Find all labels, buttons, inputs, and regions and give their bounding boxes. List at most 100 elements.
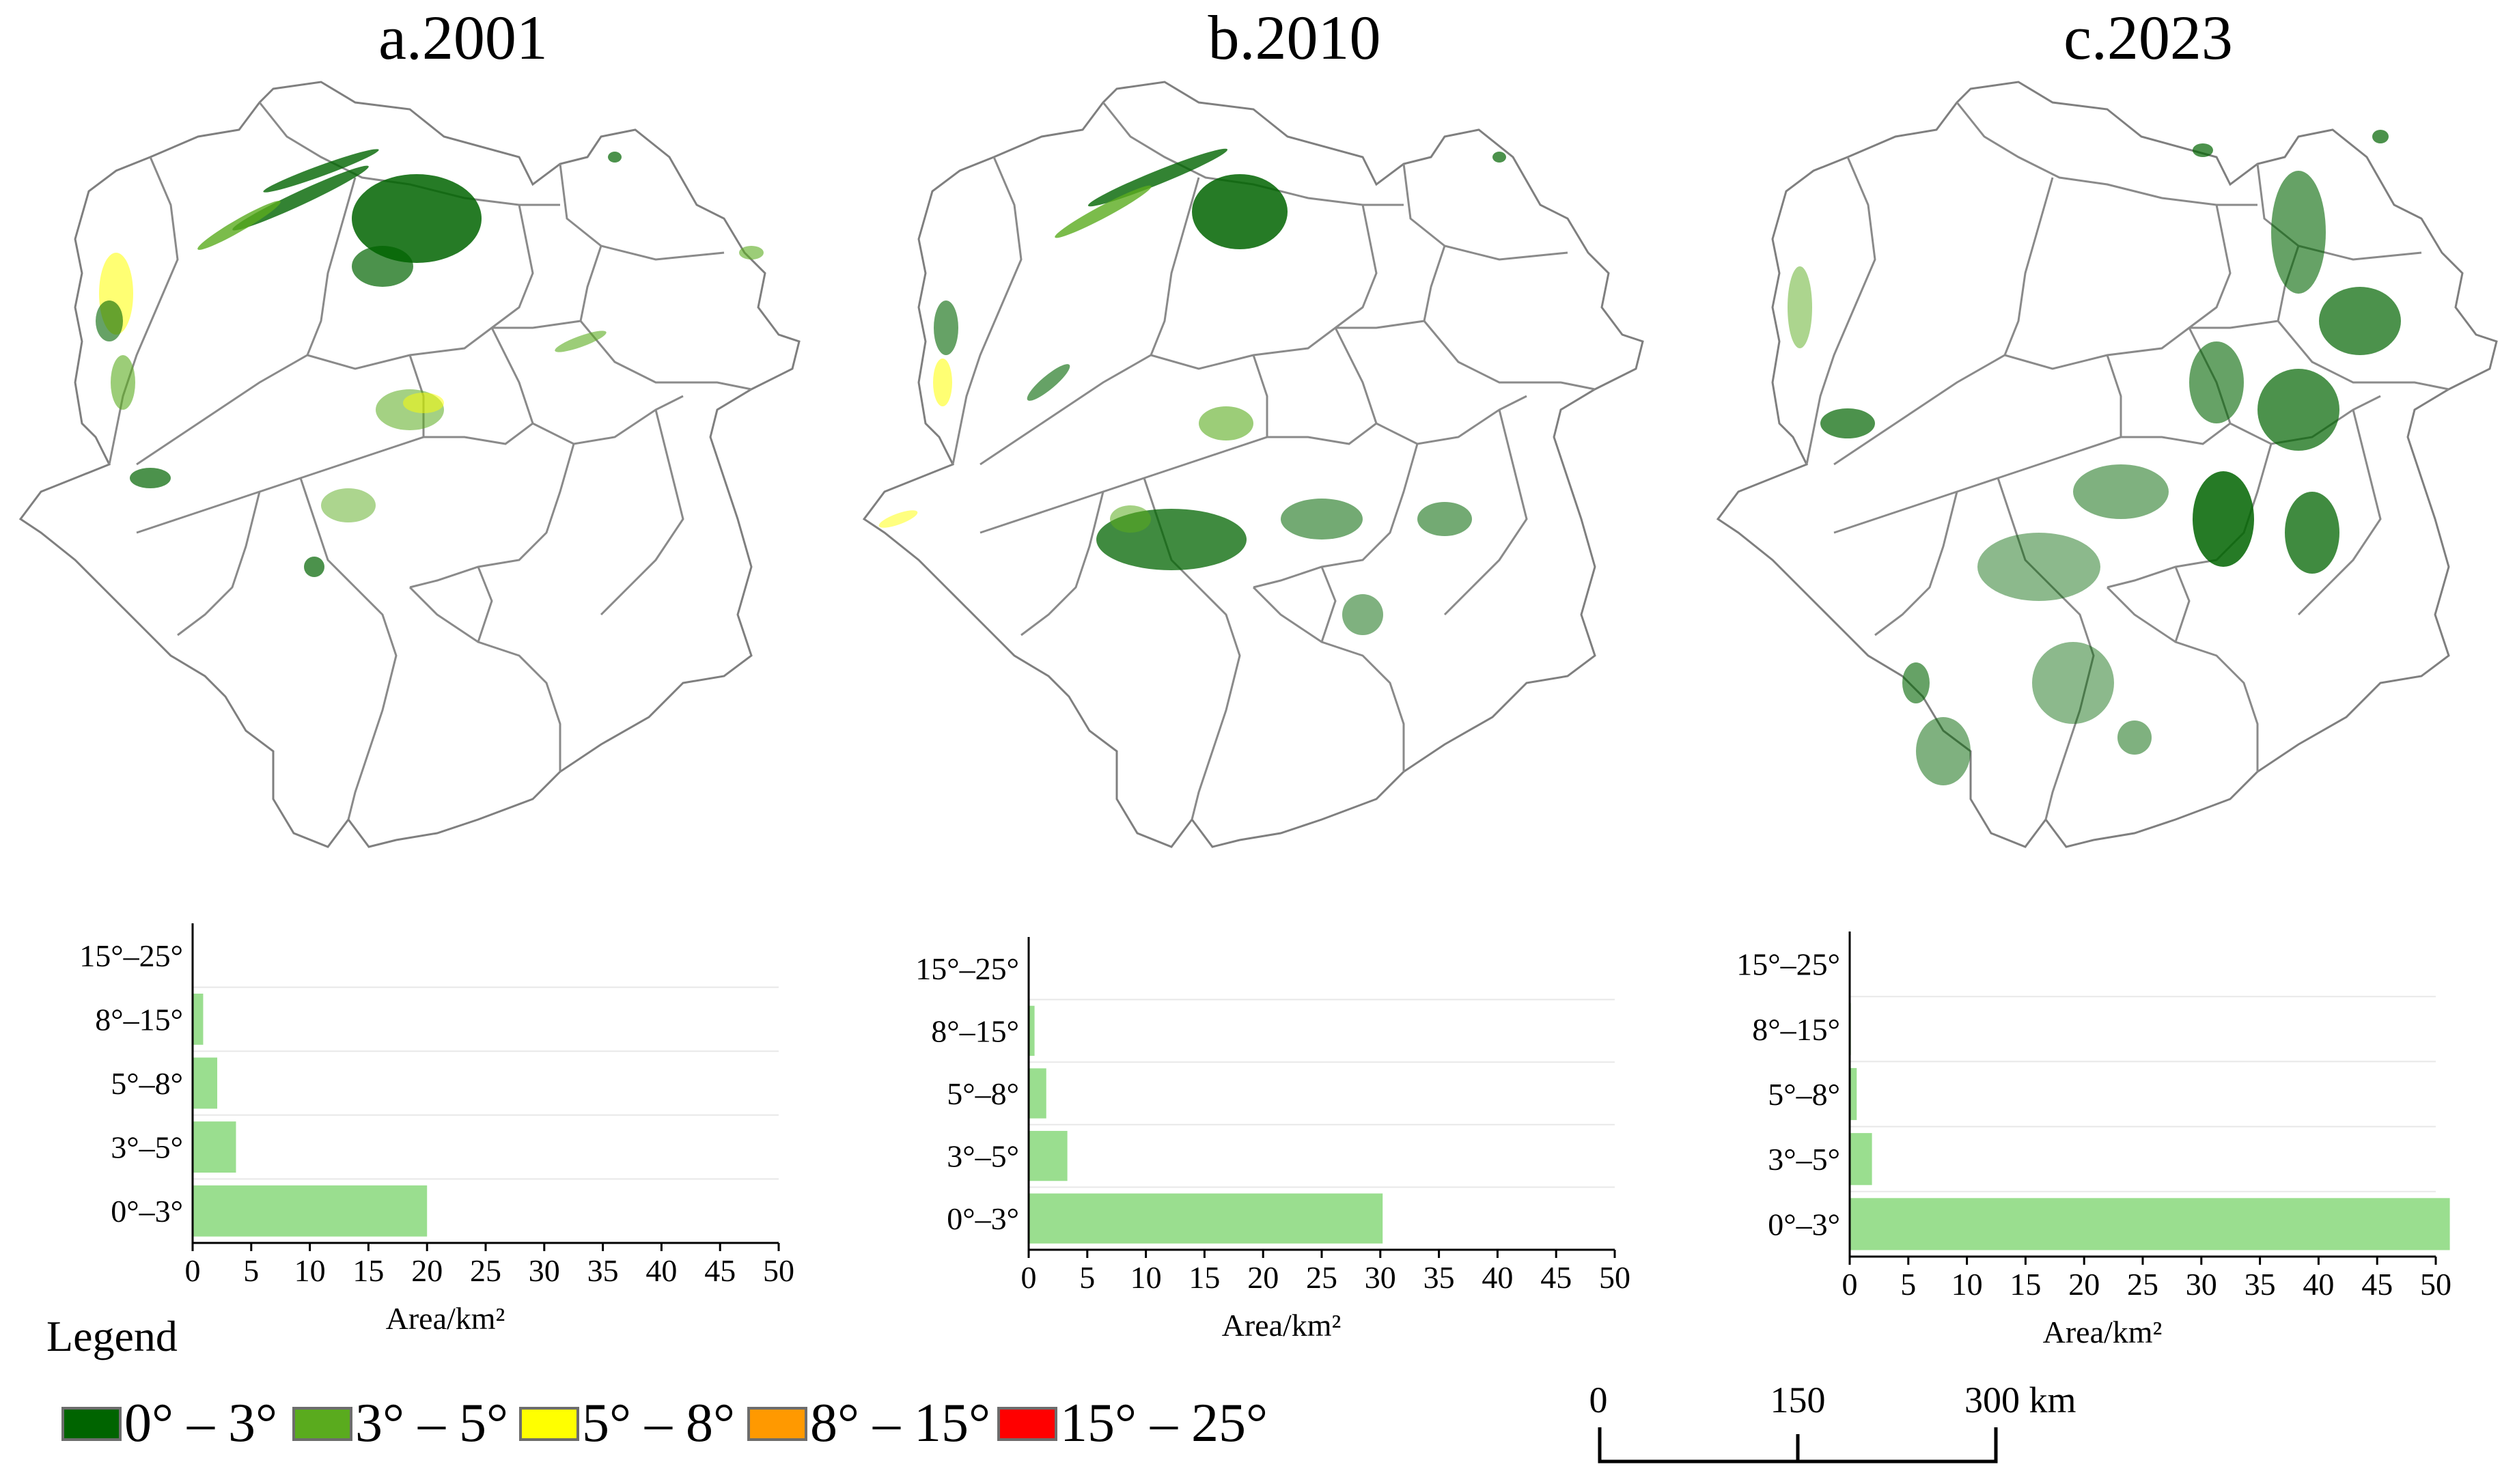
category-label: 15°–25° [79, 938, 183, 973]
x-tick-label: 45 [2361, 1267, 2393, 1302]
scale-bar-line [1598, 1427, 1998, 1464]
x-tick-label: 30 [529, 1253, 560, 1288]
patch-0-3 [2271, 171, 2326, 294]
category-label: 5°–8° [1768, 1077, 1840, 1112]
x-tick-label: 10 [294, 1253, 326, 1288]
x-tick-label: 15 [1189, 1260, 1220, 1295]
legend-label: 8° – 15° [810, 1393, 990, 1453]
x-axis-title: Area/km² [2043, 1315, 2163, 1349]
x-tick-label: 5 [1900, 1267, 1916, 1302]
bar [1850, 1198, 2450, 1250]
category-label: 0°–3° [1768, 1207, 1840, 1242]
slope-patches-2023 [1788, 130, 2401, 785]
category-label: 8°–15° [931, 1013, 1019, 1048]
x-tick-label: 0 [185, 1253, 201, 1288]
patch-0-3 [1417, 502, 1472, 536]
patch-0-3 [1820, 408, 1875, 438]
legend-swatch [519, 1407, 579, 1441]
panel-title-a: a.2001 [378, 3, 548, 72]
legend-swatch [61, 1407, 122, 1441]
patch-0-3 [130, 468, 171, 488]
scale-label-150: 150 [1770, 1380, 1826, 1420]
patch-streak-0-3 [1087, 148, 1228, 207]
category-label: 5°–8° [111, 1066, 183, 1101]
category-label: 8°–15° [1752, 1012, 1840, 1047]
patch-0-3 [2117, 720, 2152, 755]
patch-0-3 [934, 300, 958, 355]
map-2010 [863, 81, 1644, 848]
patch-3-5 [555, 331, 607, 352]
x-tick-label: 25 [1306, 1260, 1337, 1295]
patch-streak-3-5 [1055, 185, 1152, 238]
patch-dense-0-3 [2285, 492, 2339, 574]
x-tick-label: 30 [1365, 1260, 1396, 1295]
x-tick-label: 45 [1540, 1260, 1572, 1295]
patch-0-3 [1977, 533, 2100, 601]
legend-swatch [997, 1407, 1057, 1441]
patch-0-3 [304, 557, 324, 577]
patch-5-8 [403, 393, 444, 413]
x-axis-title: Area/km² [386, 1301, 505, 1336]
x-tick-label: 30 [2186, 1267, 2217, 1302]
x-tick-label: 0 [1021, 1260, 1037, 1295]
x-tick-label: 50 [763, 1253, 794, 1288]
x-tick-label: 20 [2068, 1267, 2100, 1302]
patch-5-8 [878, 510, 918, 528]
bar [193, 1121, 236, 1173]
x-tick-label: 20 [1247, 1260, 1279, 1295]
x-tick-label: 35 [2245, 1267, 2276, 1302]
x-tick-label: 15 [2010, 1267, 2041, 1302]
panel-title-b: b.2010 [1208, 3, 1381, 72]
patch-0-3 [1342, 594, 1383, 635]
map-2001 [19, 81, 801, 848]
patch-0-3 [2193, 143, 2213, 157]
x-tick-label: 45 [704, 1253, 736, 1288]
bar [1029, 1130, 1068, 1181]
legend: 0° – 3° 3° – 5° 5° – 8° 8° – 15° 15° – 25° [61, 1393, 1268, 1453]
patch-dense-0-3 [1192, 174, 1288, 249]
patch-0-3 [96, 300, 123, 341]
patch-0-3 [608, 152, 622, 163]
patch-dense-0-3 [2189, 341, 2244, 423]
bar [1850, 1133, 1872, 1186]
bar-chart-2001: 15°–25° 8°–15° 5°–8° 3°–5° 0°–3°0 5 10 15 20 25 30… [79, 923, 794, 1336]
patch-0-3 [2032, 642, 2114, 724]
patch-3-5 [1110, 505, 1151, 533]
legend-label: 0° – 3° [124, 1393, 277, 1453]
category-label: 15°–25° [915, 951, 1019, 986]
patch-0-3 [1027, 364, 1070, 401]
patch-dense-0-3 [2193, 471, 2254, 567]
map-2023 [1717, 81, 2498, 848]
legend-swatch [292, 1407, 352, 1441]
x-tick-label: 40 [1482, 1260, 1513, 1295]
patch-3-5 [111, 355, 135, 410]
patch-dense-0-3 [2257, 369, 2339, 451]
legend-label: 15° – 25° [1060, 1393, 1268, 1453]
category-label: 0°–3° [947, 1201, 1019, 1236]
patch-streak-0-3 [263, 149, 379, 193]
x-tick-label: 25 [2127, 1267, 2158, 1302]
x-tick-label: 40 [645, 1253, 677, 1288]
patch-streak-3-5 [197, 201, 281, 250]
bar-chart-2010: 15°–25° 8°–15° 5°–8° 3°–5° 0°–3°0 5 10 15 20 25 30… [915, 937, 1630, 1343]
patch-0-3 [2372, 130, 2389, 143]
bar [1029, 1068, 1046, 1119]
x-tick-label: 10 [1130, 1260, 1162, 1295]
x-tick-label: 50 [1599, 1260, 1630, 1295]
x-tick-label: 35 [1423, 1260, 1455, 1295]
patch-0-3 [1281, 499, 1363, 540]
patch-0-3 [321, 488, 376, 522]
bar [1029, 1005, 1035, 1056]
x-tick-label: 15 [352, 1253, 384, 1288]
x-axis-title: Area/km² [1222, 1308, 1342, 1343]
patch-3-5 [739, 246, 764, 260]
patch-0-3 [1492, 152, 1506, 163]
bar [193, 993, 204, 1045]
category-label: 3°–5° [1768, 1142, 1840, 1177]
panel-title-c: c.2023 [2064, 3, 2233, 72]
category-label: 3°–5° [111, 1130, 183, 1165]
bar [1850, 1067, 1857, 1121]
patch-dense-0-3 [352, 174, 482, 263]
patch-dense-0-3 [2319, 287, 2401, 355]
